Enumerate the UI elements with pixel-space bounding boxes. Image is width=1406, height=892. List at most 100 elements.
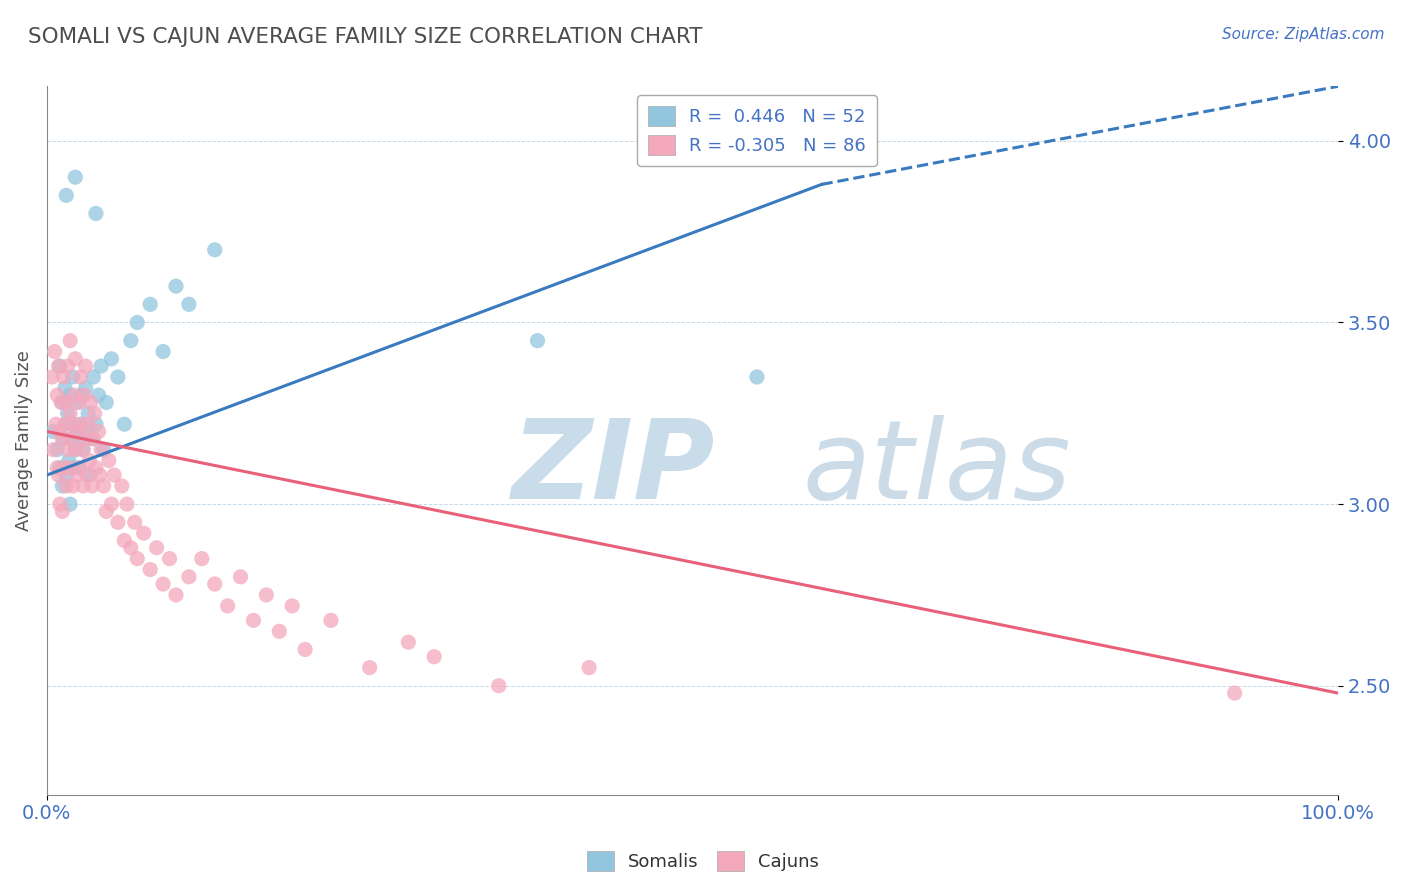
Point — [177, 570, 200, 584]
Point — [87, 425, 110, 439]
Point — [60, 432, 83, 446]
Point — [49, 395, 72, 409]
Point — [51, 395, 73, 409]
Point — [73, 388, 96, 402]
Point — [42, 425, 65, 439]
Point — [65, 468, 87, 483]
Text: atlas: atlas — [803, 416, 1071, 523]
Point — [107, 370, 129, 384]
Point — [96, 395, 118, 409]
Point — [745, 370, 768, 384]
Point — [319, 613, 342, 627]
Point — [41, 370, 63, 384]
Point — [90, 359, 112, 373]
Point — [359, 660, 381, 674]
Point — [115, 497, 138, 511]
Point — [55, 395, 77, 409]
Point — [165, 279, 187, 293]
Point — [59, 497, 82, 511]
Point — [72, 442, 94, 457]
Point — [82, 370, 104, 384]
Point — [96, 504, 118, 518]
Point — [48, 359, 70, 373]
Point — [87, 388, 110, 402]
Point — [52, 460, 75, 475]
Point — [56, 442, 79, 457]
Point — [55, 417, 77, 432]
Point — [53, 381, 76, 395]
Point — [42, 442, 65, 457]
Point — [56, 406, 79, 420]
Text: SOMALI VS CAJUN AVERAGE FAMILY SIZE CORRELATION CHART: SOMALI VS CAJUN AVERAGE FAMILY SIZE CORR… — [28, 27, 703, 46]
Point — [65, 351, 87, 366]
Point — [69, 370, 91, 384]
Point — [72, 442, 94, 457]
Point — [139, 297, 162, 311]
Point — [52, 432, 75, 446]
Point — [67, 432, 90, 446]
Point — [107, 516, 129, 530]
Point — [59, 388, 82, 402]
Point — [80, 395, 103, 409]
Point — [100, 497, 122, 511]
Point — [49, 425, 72, 439]
Point — [46, 442, 69, 457]
Point — [66, 425, 89, 439]
Point — [44, 344, 66, 359]
Point — [89, 468, 111, 483]
Point — [65, 442, 87, 457]
Point — [52, 370, 75, 384]
Point — [58, 460, 80, 475]
Point — [65, 395, 87, 409]
Point — [69, 417, 91, 432]
Point — [120, 334, 142, 348]
Legend: Somalis, Cajuns: Somalis, Cajuns — [579, 844, 827, 879]
Point — [63, 417, 86, 432]
Point — [55, 188, 77, 202]
Point — [242, 613, 264, 627]
Point — [204, 243, 226, 257]
Point — [83, 406, 105, 420]
Point — [75, 381, 97, 395]
Point — [49, 460, 72, 475]
Point — [578, 660, 600, 674]
Point — [46, 388, 69, 402]
Point — [1223, 686, 1246, 700]
Point — [58, 453, 80, 467]
Point — [396, 635, 419, 649]
Point — [103, 468, 125, 483]
Point — [62, 479, 84, 493]
Point — [152, 577, 174, 591]
Legend: R =  0.446   N = 52, R = -0.305   N = 86: R = 0.446 N = 52, R = -0.305 N = 86 — [637, 95, 877, 166]
Point — [65, 442, 87, 457]
Point — [60, 432, 83, 446]
Point — [281, 599, 304, 613]
Point — [80, 432, 103, 446]
Point — [100, 351, 122, 366]
Point — [80, 479, 103, 493]
Point — [53, 417, 76, 432]
Point — [152, 344, 174, 359]
Point — [55, 479, 77, 493]
Point — [124, 516, 146, 530]
Point — [79, 453, 101, 467]
Point — [229, 570, 252, 584]
Point — [62, 417, 84, 432]
Point — [488, 679, 510, 693]
Point — [51, 479, 73, 493]
Point — [93, 442, 115, 457]
Point — [66, 425, 89, 439]
Point — [65, 170, 87, 185]
Point — [55, 468, 77, 483]
Point — [72, 479, 94, 493]
Point — [84, 206, 107, 220]
Point — [45, 417, 67, 432]
Point — [59, 334, 82, 348]
Point — [294, 642, 316, 657]
Point — [254, 588, 277, 602]
Point — [177, 297, 200, 311]
Point — [70, 388, 93, 402]
Point — [62, 460, 84, 475]
Point — [67, 460, 90, 475]
Point — [48, 468, 70, 483]
